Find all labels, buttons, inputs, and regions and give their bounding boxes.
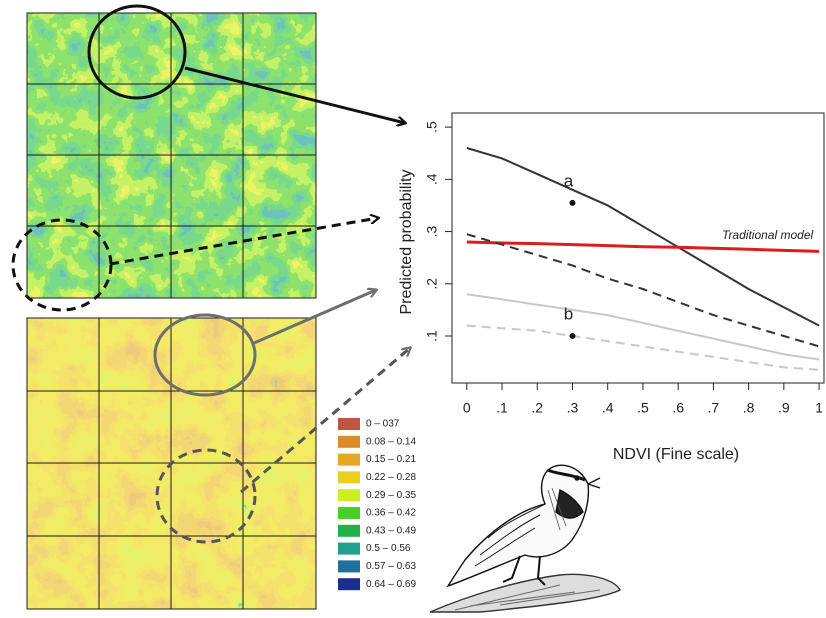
arrow	[109, 218, 378, 266]
legend-swatch	[338, 578, 360, 591]
x-tick-label: .7	[708, 400, 720, 416]
legend-swatch	[338, 542, 360, 555]
annotation-label: a	[564, 171, 574, 190]
y-tick-label: .2	[424, 278, 440, 290]
legend-label: 0.5 – 0.56	[366, 543, 411, 554]
annotation-label: b	[564, 304, 573, 323]
legend-label: 0.15 – 0.21	[366, 454, 416, 465]
y-tick-label: .4	[424, 173, 440, 185]
chart: NDVI (Fine scale) Predicted probability …	[398, 112, 825, 463]
legend-swatch	[338, 489, 360, 502]
legend-swatch	[338, 560, 360, 573]
legend-swatch	[338, 524, 360, 537]
legend-label: 0.43 – 0.49	[366, 525, 416, 536]
legend-label: 0.08 – 0.14	[366, 436, 416, 447]
annotation-point	[569, 332, 576, 339]
x-tick-label: .3	[567, 400, 579, 416]
top-map	[26, 12, 317, 299]
legend-swatch	[338, 435, 360, 448]
plot-frame	[451, 112, 825, 384]
annotation-point	[569, 199, 576, 206]
y-tick-label: .3	[424, 226, 440, 238]
legend-label: 0.36 – 0.42	[366, 508, 416, 519]
x-tick-label: .9	[778, 400, 790, 416]
series-line	[466, 240, 820, 253]
arrow	[253, 290, 376, 345]
arrow	[240, 348, 410, 494]
line-label: Traditional model	[722, 228, 813, 242]
y-axis-label: Predicted probability	[398, 170, 415, 315]
legend-swatch	[338, 453, 360, 466]
callout-circle	[153, 313, 257, 397]
series-line	[466, 324, 820, 371]
legend-label: 0.57 – 0.63	[366, 561, 416, 572]
x-tick-label: .2	[531, 400, 543, 416]
legend-swatch	[338, 507, 360, 519]
x-tick-label: 0	[463, 400, 471, 416]
callouts	[11, 4, 410, 544]
x-tick-label: .8	[743, 400, 755, 416]
legend-label: 0.22 – 0.28	[366, 472, 416, 483]
legend-swatch	[338, 418, 360, 430]
x-tick-label: .4	[602, 400, 614, 416]
series-line	[466, 233, 820, 348]
x-tick-label: .1	[496, 400, 508, 416]
legend-swatch	[338, 471, 360, 484]
y-tick-label: .5	[424, 121, 440, 133]
series-line	[466, 147, 820, 327]
map-grid	[26, 12, 317, 299]
map-legend: 0 – 037 0.08 – 0.14 0.15 – 0.21 0.22 – 0.28…	[338, 418, 416, 591]
y-tick-label: .1	[424, 330, 440, 342]
series-line	[466, 293, 820, 361]
callout-circle	[87, 4, 187, 100]
x-axis-label: NDVI (Fine scale)	[613, 446, 739, 463]
legend-label: 0.29 – 0.35	[366, 490, 416, 501]
x-tick-label: .5	[637, 400, 649, 416]
x-tick-label: .6	[672, 400, 684, 416]
callout-circle	[155, 448, 257, 544]
arrow	[184, 66, 405, 123]
legend-label: 0.64 – 0.69	[366, 579, 416, 590]
bird-illustration	[429, 464, 621, 613]
legend-label: 0 – 037	[366, 419, 400, 430]
x-tick-label: 1	[815, 400, 823, 416]
